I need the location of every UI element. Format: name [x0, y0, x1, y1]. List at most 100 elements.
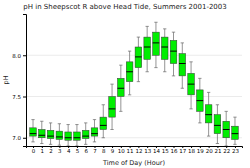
whisker-high — [59, 124, 60, 131]
cap-high — [216, 104, 219, 105]
cap-low — [137, 81, 140, 82]
x-tick-label: 11 — [127, 148, 134, 154]
whisker-high — [155, 22, 156, 32]
whisker-low — [164, 59, 165, 71]
cap-high — [154, 22, 157, 23]
whisker-high — [164, 29, 165, 37]
whisker-low — [103, 130, 104, 138]
x-tick-label: 0 — [32, 148, 36, 154]
cap-low — [58, 145, 61, 146]
median — [56, 136, 63, 137]
x-tick-label: 20 — [206, 148, 213, 154]
median — [39, 135, 46, 136]
box — [47, 130, 54, 138]
whisker-low — [33, 136, 34, 142]
grid-line — [26, 55, 242, 56]
x-tick-label: 14 — [153, 148, 160, 154]
whisker-high — [94, 120, 95, 128]
cap-low — [75, 146, 78, 147]
cap-low — [40, 143, 43, 144]
whisker-low — [199, 111, 200, 123]
cap-low — [207, 136, 210, 137]
y-tick: 7.0 — [12, 135, 26, 141]
whisker-high — [199, 78, 200, 90]
whisker-low — [112, 117, 113, 129]
x-tick-label: 9 — [111, 148, 115, 154]
x-tick-label: 8 — [102, 148, 106, 154]
x-tick-label: 23 — [232, 148, 239, 154]
x-tick-label: 15 — [162, 148, 169, 154]
whisker-low — [50, 139, 51, 145]
y-tick-mark — [23, 55, 26, 56]
box — [144, 37, 151, 59]
x-tick: 22 — [223, 146, 230, 154]
x-tick-label: 2 — [49, 148, 53, 154]
x-axis: 01234567891011121314151617181920212223 — [27, 146, 243, 154]
x-tick-label: 7 — [93, 148, 97, 154]
whisker-high — [41, 121, 42, 129]
x-tick: 13 — [144, 146, 151, 154]
grid — [26, 55, 242, 138]
cap-low — [233, 144, 236, 145]
cap-low — [189, 108, 192, 109]
x-tick: 16 — [171, 146, 178, 154]
x-tick: 6 — [84, 146, 88, 154]
x-tick-label: 22 — [223, 148, 230, 154]
whisker-high — [234, 117, 235, 126]
whisker-low — [217, 134, 218, 144]
whisker-low — [59, 139, 60, 145]
x-tick: 18 — [188, 146, 195, 154]
cap-low — [119, 111, 122, 112]
whisker-low — [234, 139, 235, 144]
cap-high — [58, 123, 61, 124]
median — [153, 42, 160, 43]
box — [91, 128, 98, 136]
median — [170, 51, 177, 52]
box — [118, 78, 125, 96]
whisker-high — [138, 37, 139, 47]
cap-low — [225, 146, 228, 147]
median — [232, 133, 239, 134]
x-tick: 12 — [135, 146, 142, 154]
median — [118, 88, 125, 89]
box-group — [100, 105, 107, 138]
x-tick-label: 17 — [179, 148, 186, 154]
box — [161, 37, 168, 59]
median — [197, 100, 204, 101]
x-tick-label: 18 — [188, 148, 195, 154]
whisker-high — [33, 120, 34, 128]
median — [65, 137, 72, 138]
x-tick: 8 — [102, 146, 106, 154]
box — [100, 117, 107, 129]
x-tick-label: 16 — [171, 148, 178, 154]
plot-area — [30, 22, 239, 146]
box — [126, 62, 133, 82]
y-tick: 7.5 — [12, 94, 26, 100]
whisker-low — [155, 55, 156, 67]
cap-high — [93, 119, 96, 120]
whisker-high — [129, 51, 130, 62]
x-tick: 17 — [179, 146, 186, 154]
box — [153, 32, 160, 55]
x-tick: 5 — [76, 146, 80, 154]
median — [126, 71, 133, 72]
x-tick: 7 — [93, 146, 97, 154]
box — [214, 115, 221, 134]
cap-low — [84, 144, 87, 145]
box-group — [56, 124, 63, 145]
cap-high — [102, 104, 105, 105]
cap-high — [181, 42, 184, 43]
box — [65, 132, 72, 140]
y-axis-title: pH — [2, 75, 10, 84]
cap-high — [40, 121, 43, 122]
median — [214, 125, 221, 126]
box-group — [135, 37, 142, 82]
whisker-low — [129, 82, 130, 95]
box — [205, 105, 212, 123]
median — [188, 84, 195, 85]
cap-high — [75, 124, 78, 125]
cap-high — [189, 61, 192, 62]
whisker-high — [50, 123, 51, 130]
whisker-high — [226, 111, 227, 121]
median — [47, 136, 54, 137]
